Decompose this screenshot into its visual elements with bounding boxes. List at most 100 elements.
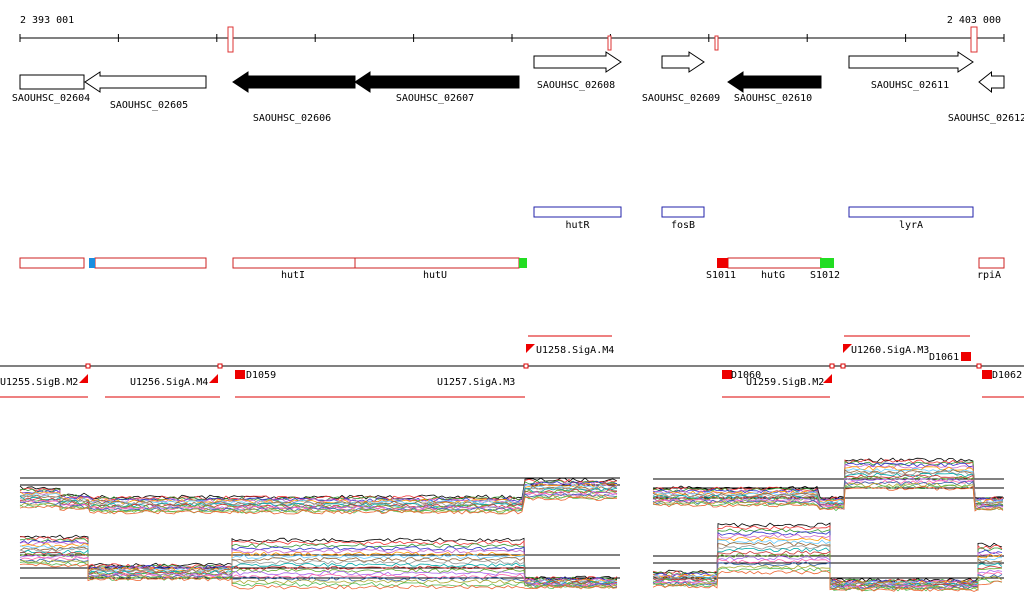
expression-trace	[652, 485, 1004, 512]
expression-trace	[652, 484, 1004, 512]
segment-step	[829, 363, 835, 369]
label: S1012	[810, 270, 840, 281]
feature-box	[354, 257, 520, 269]
gene-name-box	[661, 206, 705, 218]
label: fosB	[671, 220, 695, 231]
expression-trace	[652, 467, 1004, 505]
label: SAOUHSC_02609	[642, 93, 720, 104]
feature-mark	[519, 258, 527, 268]
gene-arrow	[232, 71, 356, 93]
expression-trace	[19, 546, 618, 585]
segment-box	[722, 370, 732, 379]
expression-trace	[19, 534, 618, 581]
label: D1061	[929, 352, 959, 363]
feature-mark	[820, 258, 834, 268]
segment-box	[961, 352, 971, 361]
gene-arrow	[84, 71, 207, 93]
label: SAOUHSC_02611	[871, 80, 949, 91]
expression-trace	[652, 465, 1004, 504]
expression-trace	[652, 475, 1004, 508]
expression-trace	[652, 553, 1003, 590]
expression-trace	[652, 479, 1004, 510]
label: SAOUHSC_02605	[110, 100, 188, 111]
label: SAOUHSC_02604	[12, 93, 90, 104]
segment-flag	[843, 344, 852, 353]
gene-arrow	[661, 51, 705, 73]
segment-flag	[526, 344, 535, 353]
segment-step	[976, 363, 982, 369]
label: U1260.SigA.M3	[851, 345, 929, 356]
expression-trace	[19, 556, 618, 588]
feature-mark	[717, 258, 728, 268]
label: lyrA	[899, 220, 923, 231]
gene-arrow	[848, 51, 974, 73]
label: hutI	[281, 270, 305, 281]
feature-box	[727, 257, 822, 269]
gene-arrow	[354, 71, 520, 93]
label: U1255.SigB.M2	[0, 377, 78, 388]
label: hutG	[761, 270, 785, 281]
segment-step	[85, 363, 91, 369]
expression-trace	[19, 549, 618, 586]
feature-box	[978, 257, 1005, 269]
feature-box	[19, 257, 85, 269]
expression-trace	[19, 563, 618, 590]
expression-trace	[652, 474, 1004, 507]
segment-flag	[79, 374, 88, 383]
expression-trace	[652, 555, 1003, 590]
gene-name-box	[533, 206, 622, 218]
feature-box	[94, 257, 207, 269]
expression-trace	[19, 551, 618, 586]
expression-trace	[19, 491, 618, 511]
expression-trace	[19, 495, 618, 514]
segment-flag	[823, 374, 832, 383]
label: SAOUHSC_02606	[253, 113, 331, 124]
segment-box	[982, 370, 992, 379]
expression-trace	[652, 530, 1003, 585]
expression-trace	[19, 543, 618, 584]
expression-trace	[652, 570, 1003, 592]
expression-trace	[652, 459, 1004, 501]
segment-step	[217, 363, 223, 369]
label: hutU	[423, 270, 447, 281]
expression-trace	[19, 561, 618, 590]
segment-step	[840, 363, 846, 369]
expression-trace	[19, 496, 617, 515]
label: U1257.SigA.M3	[437, 377, 515, 388]
ruler-start: 2 393 001	[20, 15, 74, 26]
feature-mark	[89, 258, 95, 268]
label: D1062	[992, 370, 1022, 381]
ruler-marker	[714, 35, 719, 51]
feature-box	[232, 257, 356, 269]
ruler-marker	[607, 35, 612, 51]
expression-trace	[652, 472, 1004, 507]
label: rpiA	[977, 270, 1001, 281]
label: D1059	[246, 370, 276, 381]
gene-arrow	[727, 71, 822, 93]
gene-name-box	[848, 206, 974, 218]
label: SAOUHSC_02610	[734, 93, 812, 104]
label: hutR	[565, 220, 590, 231]
label: D1060	[731, 370, 761, 381]
expression-trace	[20, 536, 618, 581]
gene-box	[19, 74, 85, 90]
label: U1256.SigA.M4	[130, 377, 208, 388]
label: SAOUHSC_02608	[537, 80, 615, 91]
ruler-marker	[227, 26, 234, 53]
gene-arrow	[978, 70, 1005, 94]
ruler-marker	[970, 26, 978, 53]
label: U1259.SigB.M2	[746, 377, 824, 388]
label: SAOUHSC_02607	[396, 93, 474, 104]
segment-flag	[209, 374, 218, 383]
ruler-end: 2 403 000	[947, 15, 1001, 26]
label: SAOUHSC_02612	[948, 113, 1024, 124]
gene-arrow	[533, 51, 622, 73]
label: U1258.SigA.M4	[536, 345, 614, 356]
label: S1011	[706, 270, 736, 281]
expression-trace	[19, 541, 618, 583]
segment-box	[235, 370, 245, 379]
segment-step	[523, 363, 529, 369]
expression-trace	[19, 545, 618, 584]
